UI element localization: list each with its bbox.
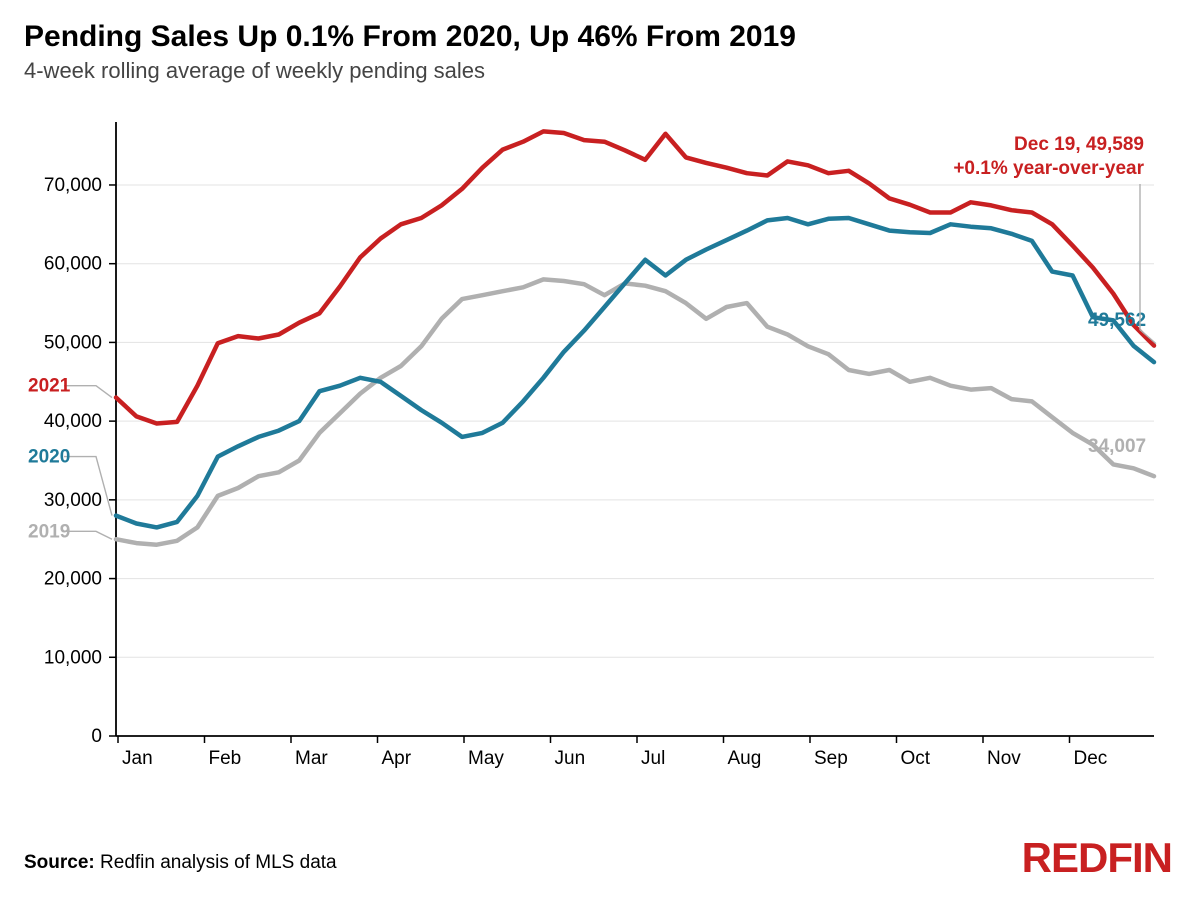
x-axis-tick-label: Apr	[382, 748, 412, 769]
x-axis-tick-label: Jul	[641, 748, 665, 769]
y-axis-tick-label: 60,000	[44, 254, 102, 275]
chart-title: Pending Sales Up 0.1% From 2020, Up 46% …	[24, 20, 1176, 54]
x-axis-tick-label: Oct	[901, 748, 931, 769]
x-axis-tick-label: Jan	[122, 748, 153, 769]
y-axis-tick-label: 20,000	[44, 569, 102, 590]
line-chart: 0 10,000 20,000 30,000 40,000 50,000 60,000 70,…	[24, 96, 1176, 796]
annotation-line2: +0.1% year-over-year	[953, 158, 1144, 179]
source-text: Redfin analysis of MLS data	[100, 852, 337, 873]
x-axis-tick-label: Aug	[728, 748, 762, 769]
y-axis-tick-label: 40,000	[44, 411, 102, 432]
source-attribution: Source: Redfin analysis of MLS data	[24, 852, 337, 874]
source-label: Source:	[24, 852, 95, 873]
y-axis-tick-label: 10,000	[44, 647, 102, 668]
redfin-logo: REDFIN	[1022, 834, 1172, 882]
series-label-2021: 2021	[28, 376, 71, 397]
x-axis-tick-label: Jun	[555, 748, 586, 769]
x-axis-tick-label: Sep	[814, 748, 848, 769]
series-2019	[116, 279, 1154, 544]
y-axis-tick-label: 30,000	[44, 490, 102, 511]
x-axis-tick-label: Mar	[295, 748, 328, 769]
x-axis-tick-label: Dec	[1074, 748, 1108, 769]
annotation-line1: Dec 19, 49,589	[1014, 134, 1144, 155]
series-label-2019: 2019	[28, 521, 70, 542]
series-2020	[116, 218, 1154, 527]
x-axis-tick-label: May	[468, 748, 504, 769]
chart-subtitle: 4-week rolling average of weekly pending…	[24, 58, 1176, 84]
endpoint-label-2019: 34,007	[1088, 436, 1146, 457]
y-axis-tick-label: 0	[91, 726, 102, 747]
series-label-2020: 2020	[28, 447, 70, 468]
x-axis-tick-label: Feb	[209, 748, 242, 769]
y-axis-tick-label: 70,000	[44, 175, 102, 196]
y-axis-tick-label: 50,000	[44, 332, 102, 353]
x-axis-tick-label: Nov	[987, 748, 1021, 769]
endpoint-label-2020: 49,562	[1088, 310, 1146, 331]
